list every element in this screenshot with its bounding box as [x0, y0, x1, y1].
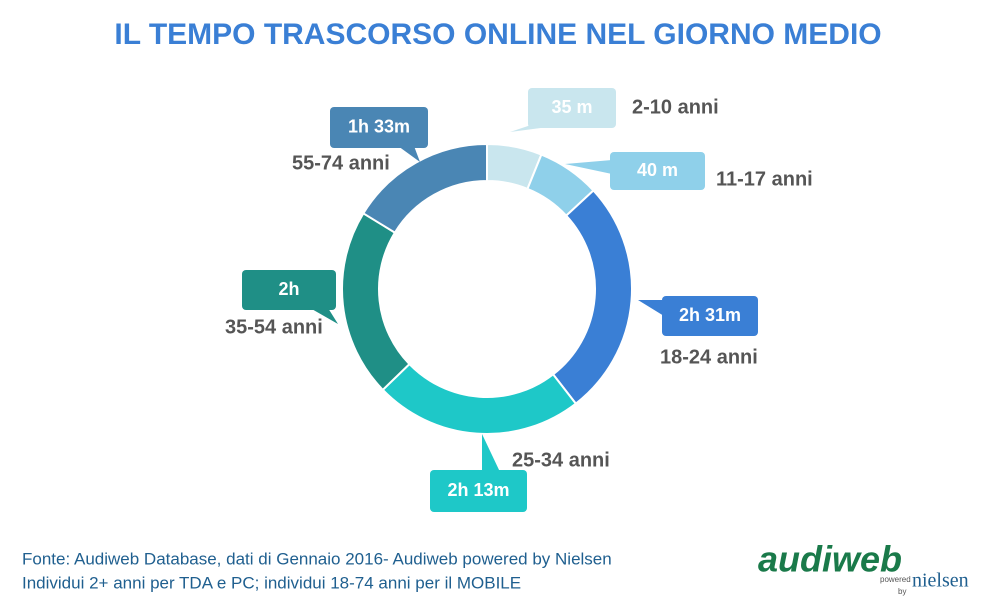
logo-partner: nielsen — [912, 570, 969, 592]
data-label: 2h 31m — [679, 305, 741, 325]
donut-slice — [361, 142, 488, 234]
logo-brand: audiweb — [758, 539, 902, 580]
data-label: 2h — [278, 279, 299, 299]
category-label: 55-74 anni — [292, 152, 390, 174]
callout-box — [528, 88, 616, 128]
logo-by: by — [898, 587, 906, 596]
callout-tail — [310, 308, 338, 324]
category-label: 2-10 anni — [632, 96, 719, 118]
chart-title: IL TEMPO TRASCORSO ONLINE NEL GIORNO MED… — [114, 18, 881, 51]
data-label: 1h 33m — [348, 116, 410, 136]
footer-line: Individui 2+ anni per TDA e PC; individu… — [22, 573, 521, 592]
category-label: 35-54 anni — [225, 316, 323, 338]
callout-box — [242, 270, 336, 310]
callout-tail — [565, 160, 612, 174]
footer-line: Fonte: Audiweb Database, dati di Gennaio… — [22, 549, 612, 568]
callout-tail — [482, 434, 500, 472]
callout-box — [662, 296, 758, 336]
logo-powered: powered — [880, 575, 911, 584]
callout-tail — [638, 300, 664, 316]
data-label: 35 m — [551, 97, 592, 117]
callout-tail — [398, 146, 420, 162]
callout-box — [610, 152, 705, 190]
category-label: 18-24 anni — [660, 346, 758, 368]
callout-box — [330, 107, 428, 148]
category-label: 25-34 anni — [512, 449, 610, 471]
data-label: 2h 13m — [447, 480, 509, 500]
category-label: 11-17 anni — [716, 168, 813, 190]
callout-box — [430, 470, 527, 512]
data-label: 40 m — [637, 160, 678, 180]
